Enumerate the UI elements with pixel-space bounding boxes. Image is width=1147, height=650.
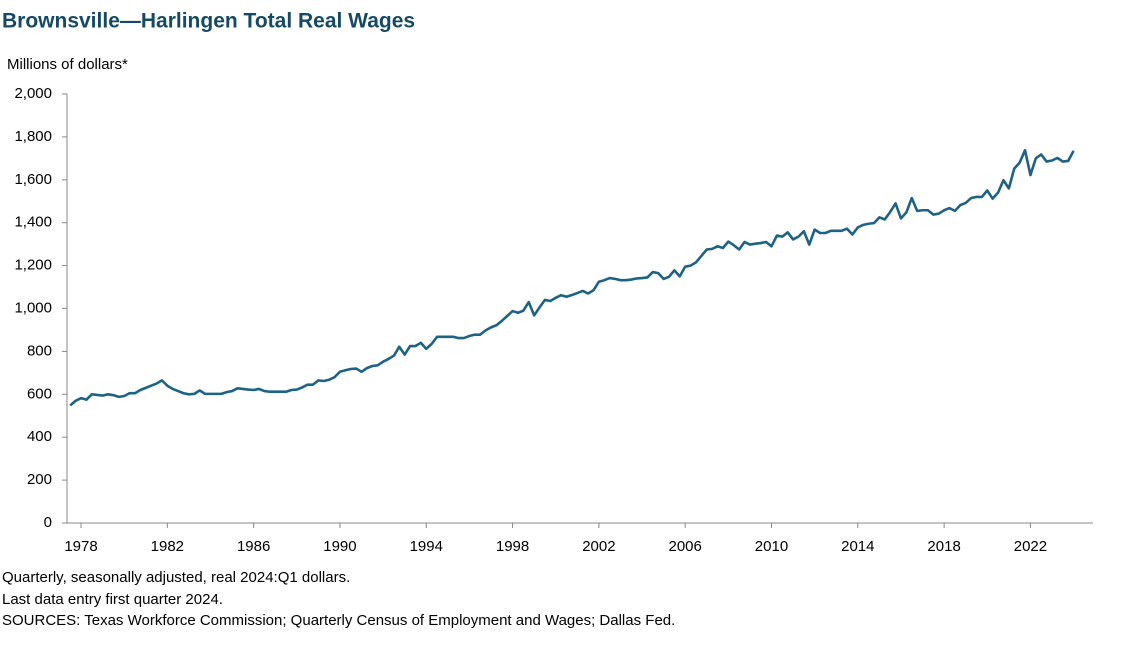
y-tick-label: 2,000	[14, 85, 52, 102]
x-tick-label: 1982	[151, 538, 184, 555]
y-tick-label: 1,200	[14, 257, 52, 274]
x-tick-label: 1978	[64, 538, 97, 555]
y-tick-label: 0	[44, 514, 52, 531]
data-line	[69, 148, 1075, 407]
x-tick-label: 1994	[410, 538, 443, 555]
x-tick-label: 1998	[496, 538, 529, 555]
note: SOURCES: Texas Workforce Commission; Qua…	[2, 612, 675, 629]
x-tick-label: 1990	[323, 538, 356, 555]
y-tick-label: 200	[27, 471, 52, 488]
x-tick-label: 2002	[582, 538, 615, 555]
note: Quarterly, seasonally adjusted, real 202…	[2, 569, 350, 586]
note: Last data entry first quarter 2024.	[2, 591, 223, 608]
y-axis-label: Millions of dollars*	[7, 56, 128, 73]
y-tick-label: 1,400	[14, 214, 52, 231]
y-tick-label: 600	[27, 385, 52, 402]
x-tick-label: 2014	[841, 538, 874, 555]
y-tick-label: 800	[27, 342, 52, 359]
chart-title: Brownsville—Harlingen Total Real Wages	[2, 10, 415, 33]
y-tick-label: 1,800	[14, 128, 52, 145]
x-tick-label: 2006	[669, 538, 702, 555]
y-tick-label: 1,000	[14, 299, 52, 316]
x-tick-label: 1986	[237, 538, 270, 555]
x-tick-label: 2022	[1014, 538, 1047, 555]
y-tick-label: 400	[27, 428, 52, 445]
x-tick-label: 2010	[755, 538, 788, 555]
y-tick-label: 1,600	[14, 171, 52, 188]
x-tick-label: 2018	[927, 538, 960, 555]
